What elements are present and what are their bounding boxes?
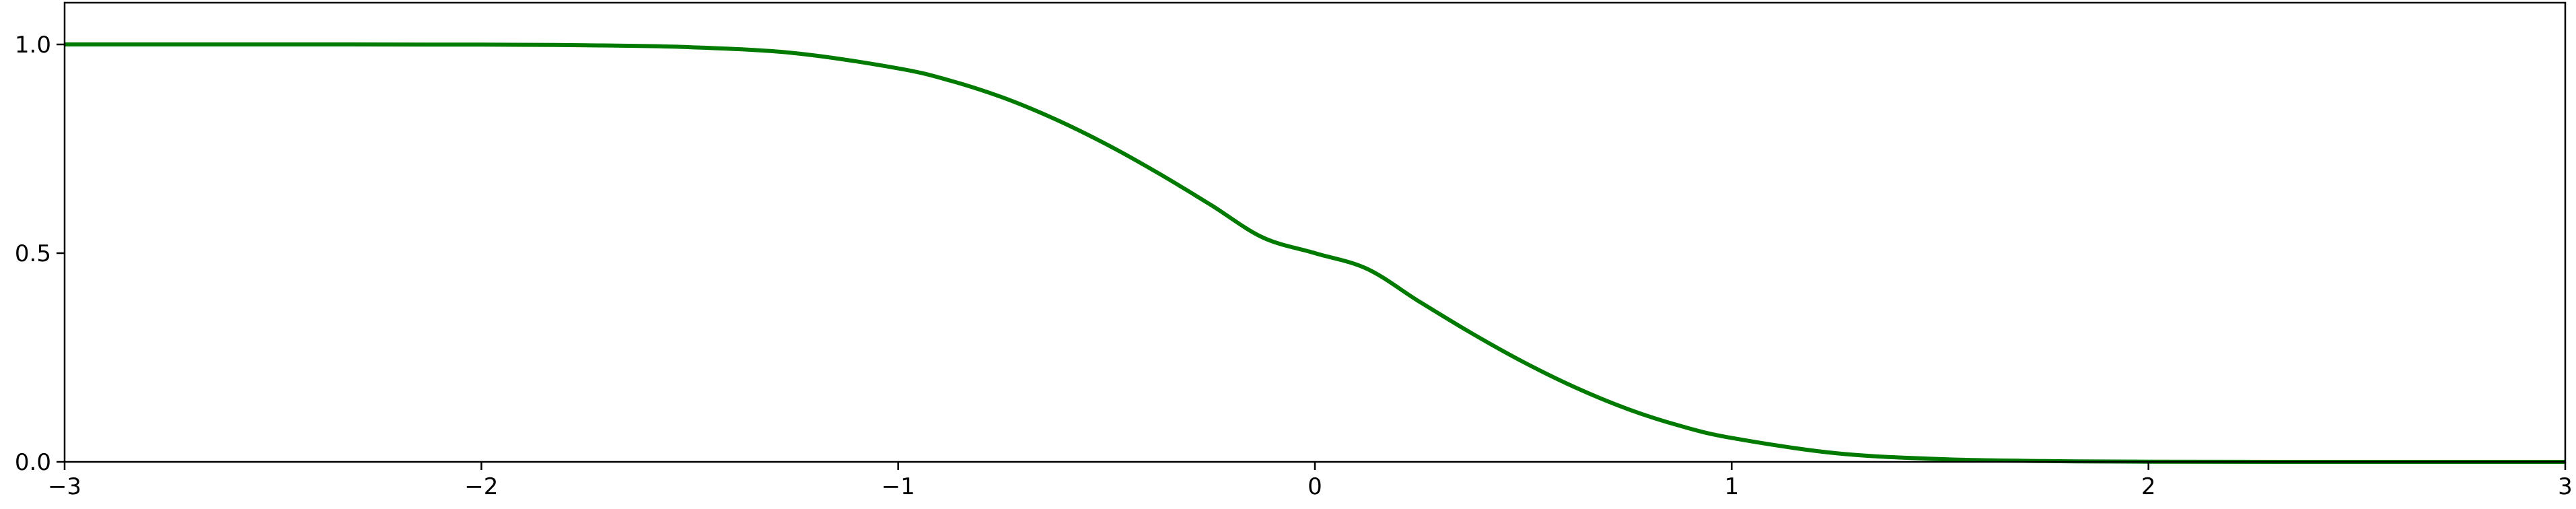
x-tick-label-4: 1 (1725, 473, 1740, 500)
x-tick-label-5: 2 (2141, 473, 2156, 500)
y-tick-label-1: 0.5 (15, 240, 51, 267)
x-tick-label-3: 0 (1308, 473, 1322, 500)
y-tick-label-2: 1.0 (15, 32, 51, 59)
series-layer (64, 42, 2566, 465)
y-tick-label-0: 0.0 (15, 449, 51, 476)
y-axis-ticks: 0.0 0.5 1.0 (15, 32, 65, 476)
x-axis-ticks: −3 −2 −1 0 1 2 3 (48, 462, 2573, 500)
x-tick-label-0: −3 (48, 473, 81, 500)
x-tick-label-6: 3 (2558, 473, 2573, 500)
series-line-0 (64, 42, 2566, 465)
x-tick-label-1: −2 (464, 473, 498, 500)
x-tick-label-2: −1 (882, 473, 915, 500)
